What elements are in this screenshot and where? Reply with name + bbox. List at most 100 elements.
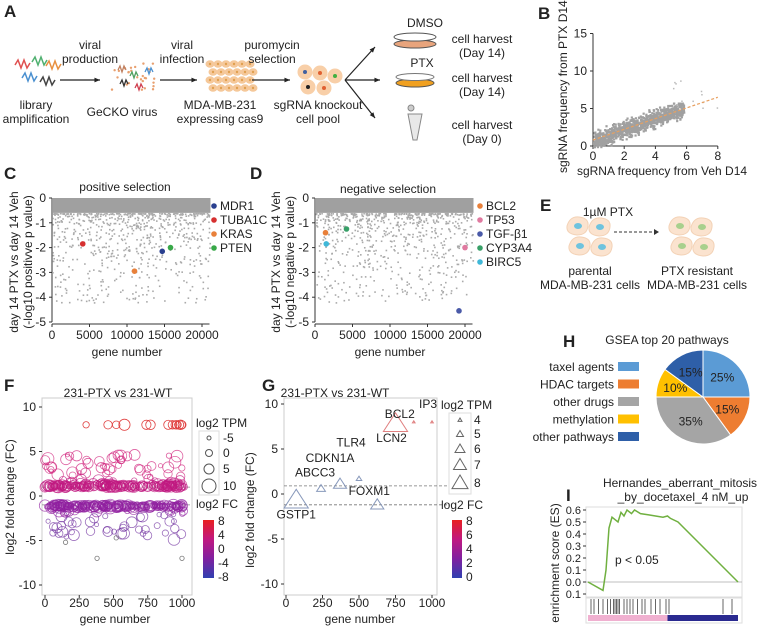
b-point — [595, 140, 598, 143]
gene-point — [98, 237, 101, 240]
gene-point — [61, 221, 63, 223]
gene-point — [384, 260, 386, 263]
b-point — [657, 112, 660, 116]
gene-point — [64, 279, 67, 281]
b-point — [633, 121, 636, 124]
b-point — [616, 128, 619, 132]
gene-point — [367, 263, 370, 266]
gene-point — [371, 212, 373, 215]
gene-point — [123, 218, 125, 220]
gene-point — [125, 247, 128, 249]
gene-point — [89, 226, 92, 229]
gene-point — [111, 229, 113, 232]
b-x-tick-label: 6 — [683, 149, 690, 163]
gene-point — [347, 251, 349, 253]
virus-icon — [144, 66, 154, 77]
gene-point — [92, 216, 95, 219]
gene-point — [192, 223, 195, 225]
b-point — [652, 128, 655, 131]
b-point — [672, 87, 675, 90]
harvest-day: (Day 14) — [458, 85, 506, 99]
gene-point — [415, 227, 418, 230]
gene-point — [90, 239, 92, 242]
gene-point — [108, 233, 110, 235]
gene-point — [445, 261, 447, 264]
gene-point — [168, 213, 171, 215]
gene-point — [324, 237, 327, 240]
gene-point — [429, 214, 431, 216]
gene-point — [201, 213, 204, 216]
gene-point — [59, 216, 61, 218]
gene-point — [161, 225, 164, 228]
gene-point — [60, 281, 62, 283]
y-tick-label: -2 — [35, 241, 46, 255]
gene-point — [413, 246, 416, 248]
f-gene-point — [63, 483, 69, 489]
gene-point — [425, 217, 428, 220]
f-gene-point — [153, 481, 165, 493]
gene-point — [134, 298, 136, 300]
gene-point — [465, 275, 467, 278]
f-gene-point — [153, 522, 161, 530]
gene-point — [395, 213, 397, 215]
gene-point — [437, 213, 440, 215]
dense-points-band — [53, 198, 211, 213]
b-point — [640, 128, 643, 131]
gene-point — [320, 219, 322, 222]
f-gene-point — [106, 453, 118, 464]
gene-point — [351, 249, 354, 251]
b-point — [610, 136, 614, 139]
b-point — [671, 111, 674, 114]
gene-point — [118, 263, 120, 265]
tube-cap-icon — [407, 104, 415, 112]
gene-point — [420, 219, 423, 222]
virus-particle-icon — [143, 87, 147, 90]
b-point — [676, 110, 680, 113]
y-tick-label: 0 — [302, 191, 309, 205]
b-point — [655, 108, 658, 111]
gene-point — [195, 297, 198, 300]
gene-point — [57, 285, 59, 288]
gene-point — [400, 233, 402, 236]
b-point — [639, 121, 642, 124]
gene-point — [368, 258, 370, 260]
nucleus-icon — [235, 86, 239, 90]
x-tick-label: 5000 — [76, 328, 103, 342]
gene-point — [138, 276, 141, 279]
gene-point — [67, 215, 70, 218]
gene-point — [357, 295, 360, 297]
gene-point — [401, 212, 404, 215]
gene-point — [73, 228, 76, 231]
gene-point — [137, 217, 140, 220]
g-gene-triangle-BCL2 — [411, 419, 416, 424]
gene-point — [185, 244, 188, 246]
gene-point — [328, 285, 331, 287]
b-point — [609, 132, 612, 135]
gene-point — [422, 288, 424, 290]
gene-point — [113, 255, 115, 258]
gene-point — [448, 249, 450, 252]
b-y-tick-label: 10 — [574, 64, 588, 78]
gene-point — [55, 293, 57, 296]
gene-point — [391, 240, 393, 243]
gene-point — [146, 234, 149, 237]
gene-point — [395, 284, 398, 286]
gene-point — [178, 233, 180, 235]
x-tick-label: 1000 — [169, 596, 196, 610]
gene-point — [93, 250, 96, 252]
gene-point — [353, 235, 356, 238]
nucleus-icon — [251, 86, 255, 90]
gene-point — [393, 214, 396, 216]
gene-point — [332, 226, 335, 229]
gene-point — [454, 220, 457, 223]
gene-point — [448, 228, 450, 230]
b-y-tick-label: 15 — [574, 27, 588, 41]
gene-point — [105, 246, 107, 249]
gene-point — [128, 249, 131, 251]
gene-point — [358, 286, 361, 289]
gene-point — [327, 219, 330, 221]
b-point — [682, 109, 685, 112]
gene-point — [190, 222, 192, 225]
f-gene-point — [130, 502, 139, 510]
b-point — [673, 117, 676, 120]
